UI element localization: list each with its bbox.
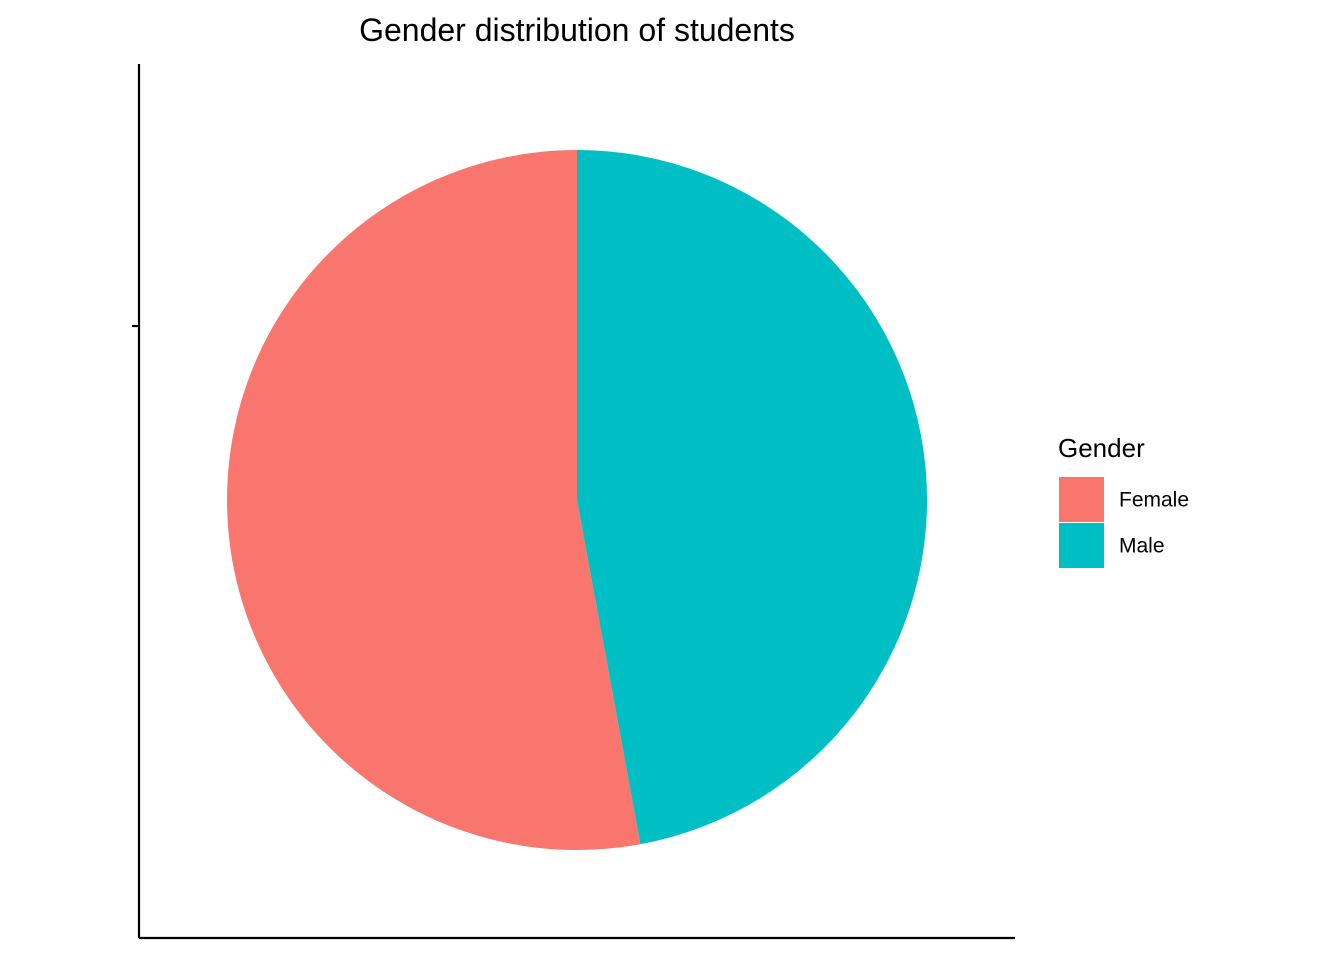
pie-slices: [227, 149, 928, 850]
legend: Gender Female Male: [1058, 433, 1189, 568]
legend-key-male: [1059, 523, 1104, 568]
legend-label-female: Female: [1119, 489, 1189, 512]
chart-title: Gender distribution of students: [359, 12, 795, 48]
pie-slice-female: [227, 150, 641, 850]
legend-title: Gender: [1058, 433, 1145, 463]
legend-items: Female Male: [1059, 477, 1189, 568]
legend-label-male: Male: [1119, 535, 1165, 558]
legend-key-female: [1059, 477, 1104, 522]
pie-slice-male: [577, 149, 928, 845]
